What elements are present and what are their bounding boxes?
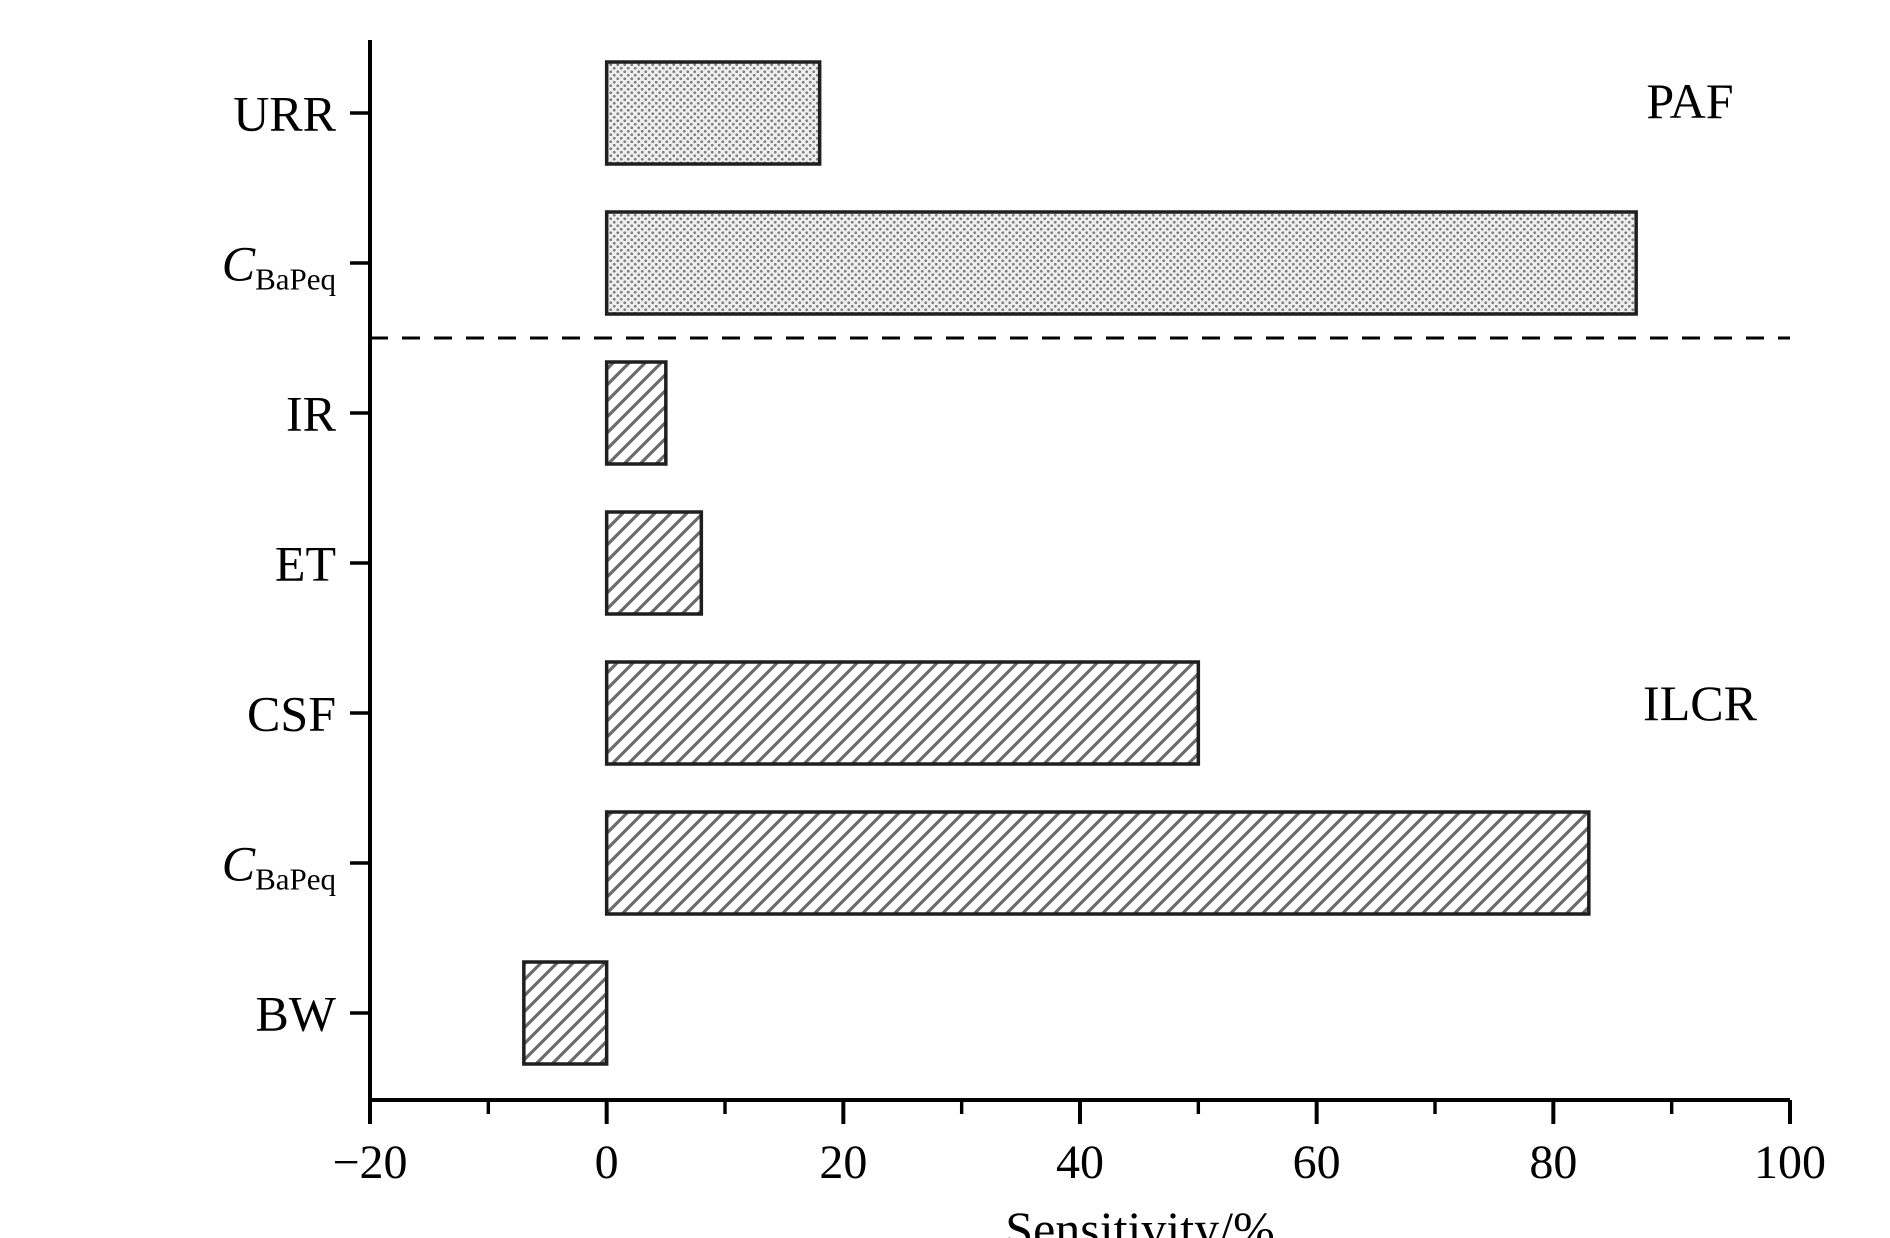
x-tick-label: 100 bbox=[1754, 1136, 1826, 1189]
y-category-label: URR bbox=[233, 86, 336, 142]
x-tick-label: 80 bbox=[1529, 1136, 1577, 1189]
group-label: PAF bbox=[1646, 73, 1733, 129]
group-label: ILCR bbox=[1643, 675, 1758, 731]
bar-CSF bbox=[607, 662, 1199, 764]
y-category-label: IR bbox=[286, 386, 337, 442]
y-category-label: CSF bbox=[247, 686, 336, 742]
x-tick-label: −20 bbox=[332, 1136, 407, 1189]
y-category-label: BW bbox=[255, 986, 336, 1042]
x-tick-label: 20 bbox=[819, 1136, 867, 1189]
bar-ET bbox=[607, 512, 702, 614]
sensitivity-bar-chart: −20020406080100Sensitivity/%URRCBaPeqIRE… bbox=[0, 0, 1890, 1238]
x-tick-label: 60 bbox=[1293, 1136, 1341, 1189]
bar-IR bbox=[607, 362, 666, 464]
x-tick-label: 40 bbox=[1056, 1136, 1104, 1189]
bar-CBaPeq_ILCR bbox=[607, 812, 1589, 914]
bar-URR bbox=[607, 62, 820, 164]
y-category-label: ET bbox=[275, 536, 336, 592]
bar-BW bbox=[524, 962, 607, 1064]
x-axis-label: Sensitivity/% bbox=[1005, 1201, 1274, 1238]
x-tick-label: 0 bbox=[595, 1136, 619, 1189]
bar-CBaPeq_PAF bbox=[607, 212, 1637, 314]
